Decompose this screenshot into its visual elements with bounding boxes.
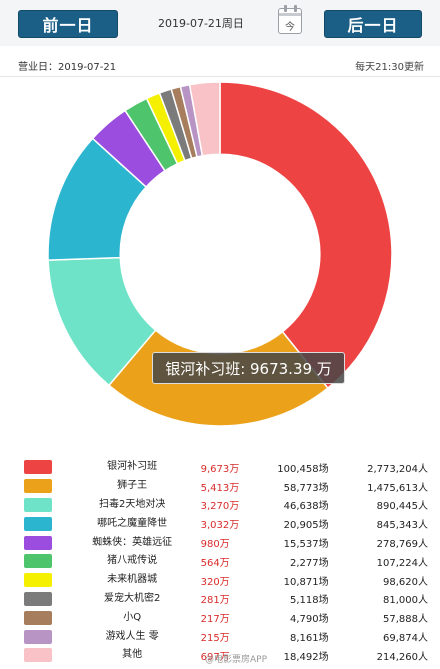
legend-movie-name: 其他: [122, 649, 143, 661]
legend-movie-name: 游戏人生 零: [105, 630, 159, 642]
legend-box-office: 215万: [200, 633, 230, 645]
legend-audience-count: 2,773,204人: [367, 463, 428, 475]
legend-movie-name: 银河补习班: [107, 461, 158, 473]
legend-row[interactable]: 小Q 217万 4,790场 57,888人: [24, 608, 428, 627]
legend-color-swatch: [24, 497, 52, 512]
legend-row[interactable]: 猪八戒传说 564万 2,277场 107,224人: [24, 552, 428, 571]
legend-color-swatch: [24, 460, 52, 475]
legend-row[interactable]: 其他 697万 18,492场 214,260人: [24, 646, 428, 665]
legend-color-swatch: [24, 610, 52, 625]
legend-audience-count: 98,620人: [383, 576, 428, 588]
legend-audience-count: 890,445人: [376, 501, 428, 513]
legend-row[interactable]: 哪吒之魔童降世 3,032万 20,905场 845,343人: [24, 514, 428, 533]
donut-slice-1[interactable]: [219, 81, 393, 390]
legend-color-swatch: [24, 479, 52, 494]
legend-row[interactable]: 银河补习班 9,673万 100,458场 2,773,204人: [24, 458, 428, 477]
legend-row[interactable]: 扫毒2天地对决 3,270万 46,638场 890,445人: [24, 496, 428, 515]
legend-show-count: 100,458场: [277, 463, 329, 475]
legend-box-office: 281万: [200, 595, 230, 607]
donut-slice-11[interactable]: [188, 81, 221, 157]
legend-movie-name: 狮子王: [117, 480, 148, 492]
legend-color-swatch: [24, 573, 52, 588]
legend-movie-name: 蜘蛛侠：英雄远征: [92, 536, 173, 548]
legend-show-count: 58,773场: [283, 482, 329, 494]
business-day-label: 营业日：2019-07-21: [18, 62, 117, 73]
legend-audience-count: 57,888人: [383, 614, 428, 626]
legend-audience-count: 107,224人: [376, 557, 428, 569]
legend-audience-count: 81,000人: [383, 595, 428, 607]
box-office-legend-table: 银河补习班 9,673万 100,458场 2,773,204人狮子王 5,413万 58…: [24, 458, 428, 665]
legend-show-count: 2,277场: [289, 557, 329, 569]
calendar-today-label: 今: [285, 22, 295, 33]
legend-color-swatch: [24, 554, 52, 569]
legend-box-office: 980万: [200, 539, 230, 551]
legend-color-swatch: [24, 591, 52, 606]
chart-tooltip: 银河补习班: 9673.39 万: [152, 352, 345, 384]
legend-movie-name: 爱宠大机密2: [103, 592, 161, 604]
legend-box-office: 320万: [200, 576, 230, 588]
legend-box-office: 3,270万: [200, 501, 240, 513]
legend-color-swatch: [24, 516, 52, 531]
legend-movie-name: 小Q: [123, 611, 142, 623]
legend-box-office: 3,032万: [200, 520, 240, 532]
legend-audience-count: 214,260人: [376, 651, 428, 663]
legend-show-count: 46,638场: [283, 501, 329, 513]
legend-show-count: 5,118场: [289, 595, 329, 607]
legend-audience-count: 278,769人: [376, 539, 428, 551]
legend-show-count: 18,492场: [283, 651, 329, 663]
calendar-icon[interactable]: 今: [278, 5, 302, 34]
legend-show-count: 8,161场: [289, 633, 329, 645]
legend-movie-name: 哪吒之魔童降世: [97, 517, 168, 529]
box-office-donut-chart: [47, 81, 393, 427]
legend-movie-name: 未来机器城: [107, 574, 158, 586]
legend-audience-count: 845,343人: [376, 520, 428, 532]
legend-box-office: 5,413万: [200, 482, 240, 494]
legend-box-office: 697万: [200, 651, 230, 663]
legend-show-count: 20,905场: [283, 520, 329, 532]
legend-audience-count: 1,475,613人: [367, 482, 428, 494]
legend-row[interactable]: 未来机器城 320万 10,871场 98,620人: [24, 571, 428, 590]
legend-color-swatch: [24, 535, 52, 550]
legend-row[interactable]: 游戏人生 零 215万 8,161场 69,874人: [24, 627, 428, 646]
legend-box-office: 217万: [200, 614, 230, 626]
legend-movie-name: 扫毒2天地对决: [98, 498, 166, 510]
watermark: @电影票房APP: [205, 655, 268, 665]
legend-box-office: 9,673万: [200, 463, 240, 475]
legend-color-swatch: [24, 648, 52, 663]
legend-show-count: 15,537场: [283, 539, 329, 551]
business-day-header: 营业日：2019-07-21 每天21:30更新: [0, 46, 440, 77]
current-date-label: 2019-07-21周日: [158, 17, 244, 30]
legend-color-swatch: [24, 629, 52, 644]
top-navigation-bar: 前一日 2019-07-21周日 今 后一日: [0, 0, 440, 46]
previous-day-button[interactable]: 前一日: [18, 10, 118, 38]
legend-audience-count: 69,874人: [383, 633, 428, 645]
legend-row[interactable]: 蜘蛛侠：英雄远征 980万 15,537场 278,769人: [24, 533, 428, 552]
legend-box-office: 564万: [200, 557, 230, 569]
legend-show-count: 10,871场: [283, 576, 329, 588]
legend-row[interactable]: 爱宠大机密2 281万 5,118场 81,000人: [24, 590, 428, 609]
legend-show-count: 4,790场: [289, 614, 329, 626]
legend-movie-name: 猪八戒传说: [107, 555, 158, 567]
legend-row[interactable]: 狮子王 5,413万 58,773场 1,475,613人: [24, 477, 428, 496]
next-day-button[interactable]: 后一日: [324, 10, 422, 38]
update-time-note: 每天21:30更新: [355, 62, 424, 73]
